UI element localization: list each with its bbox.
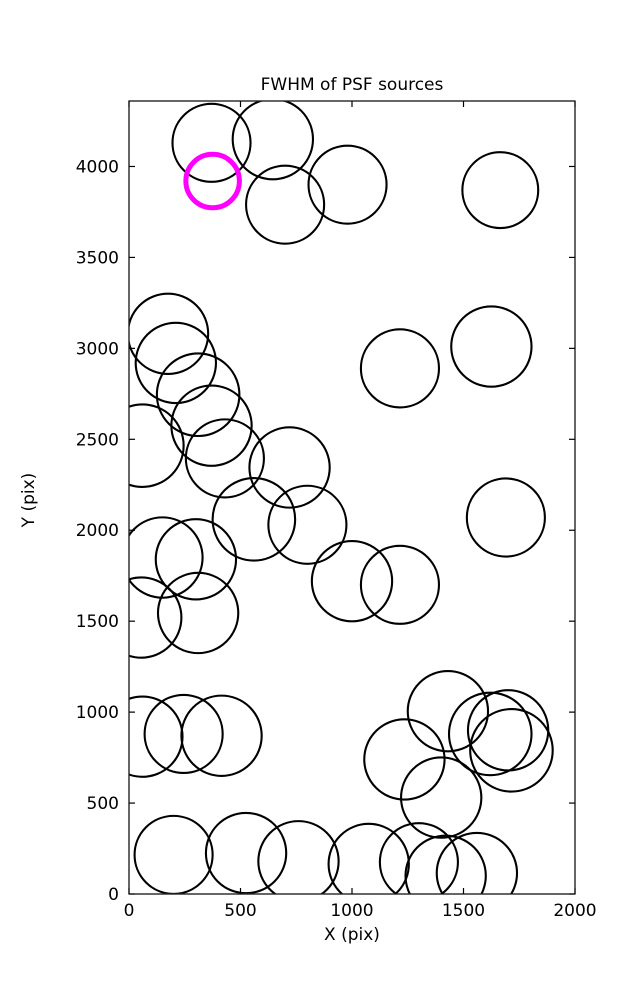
psf-source-circle xyxy=(129,292,210,375)
y-tick-label: 3500 xyxy=(76,248,119,268)
x-tick-label: 2000 xyxy=(553,901,596,921)
y-axis-ticks: 0 500 1000 1500 2000 2500 3000 3500 4000 xyxy=(76,157,575,905)
psf-source-circle xyxy=(248,426,331,509)
axes-box xyxy=(128,100,576,895)
psf-source-circles xyxy=(129,101,554,894)
psf-source-circle xyxy=(363,718,446,801)
psf-source-circle xyxy=(404,834,487,894)
x-tick-label: 1000 xyxy=(330,901,373,921)
x-tick-label: 500 xyxy=(224,901,256,921)
psf-source-circle xyxy=(435,831,519,894)
psf-source-circle xyxy=(447,691,533,777)
y-axis-label: Y (pix) xyxy=(19,473,39,529)
y-tick-label: 4000 xyxy=(76,157,119,177)
psf-source-circle xyxy=(143,693,224,775)
psf-source-circle xyxy=(156,571,240,655)
psf-source-circle xyxy=(359,328,441,409)
psf-source-circle xyxy=(359,544,441,625)
psf-source-circle xyxy=(154,518,238,601)
y-tick-label: 2500 xyxy=(76,430,119,450)
psf-source-circle xyxy=(307,144,388,225)
psf-source-circle xyxy=(245,164,326,245)
psf-source-circle xyxy=(231,101,315,181)
psf-source-circle xyxy=(378,822,459,894)
psf-source-circle xyxy=(469,708,554,793)
page-title: FWHM of PSF sources xyxy=(261,75,444,95)
y-tick-label: 3000 xyxy=(76,339,119,359)
psf-source-circle xyxy=(211,477,297,562)
psf-source-circle xyxy=(465,477,546,558)
psf-source-circle xyxy=(450,305,533,388)
psf-source-circle xyxy=(129,403,185,488)
psf-source-circle xyxy=(180,694,263,777)
plot-title-group: FWHM of PSF sources xyxy=(261,75,444,95)
psf-source-circle xyxy=(461,151,540,230)
psf-source-circle xyxy=(310,539,394,623)
x-tick-label: 0 xyxy=(124,901,135,921)
psf-source-circle xyxy=(129,576,183,659)
x-tick-label: 1500 xyxy=(442,901,485,921)
psf-source-circle xyxy=(400,756,483,839)
psf-source-circle xyxy=(466,689,550,772)
x-axis-label: X (pix) xyxy=(324,925,380,945)
y-tick-label: 500 xyxy=(87,794,119,814)
y-tick-label: 1500 xyxy=(76,612,119,632)
psf-source-circle xyxy=(267,484,348,565)
psf-source-circle xyxy=(155,352,241,438)
psf-source-circle xyxy=(406,670,490,753)
y-tick-label: 2000 xyxy=(76,521,119,541)
psf-source-circle xyxy=(133,814,214,894)
psf-source-circle xyxy=(184,418,265,499)
x-axis-ticks: 0 500 1000 1500 2000 xyxy=(124,101,597,921)
psf-source-circle xyxy=(204,811,288,894)
psf-source-circle xyxy=(129,516,204,599)
psf-source-circle xyxy=(134,321,218,405)
psf-source-circle xyxy=(257,820,340,894)
y-tick-label: 0 xyxy=(108,885,119,905)
psf-source-circle xyxy=(129,695,184,778)
psf-source-circle xyxy=(170,384,253,467)
psf-source-circle xyxy=(171,102,252,183)
psf-source-circle xyxy=(327,822,410,894)
axes-frame xyxy=(128,100,576,895)
y-tick-label: 1000 xyxy=(76,703,119,723)
selected-source-circle xyxy=(183,151,242,211)
